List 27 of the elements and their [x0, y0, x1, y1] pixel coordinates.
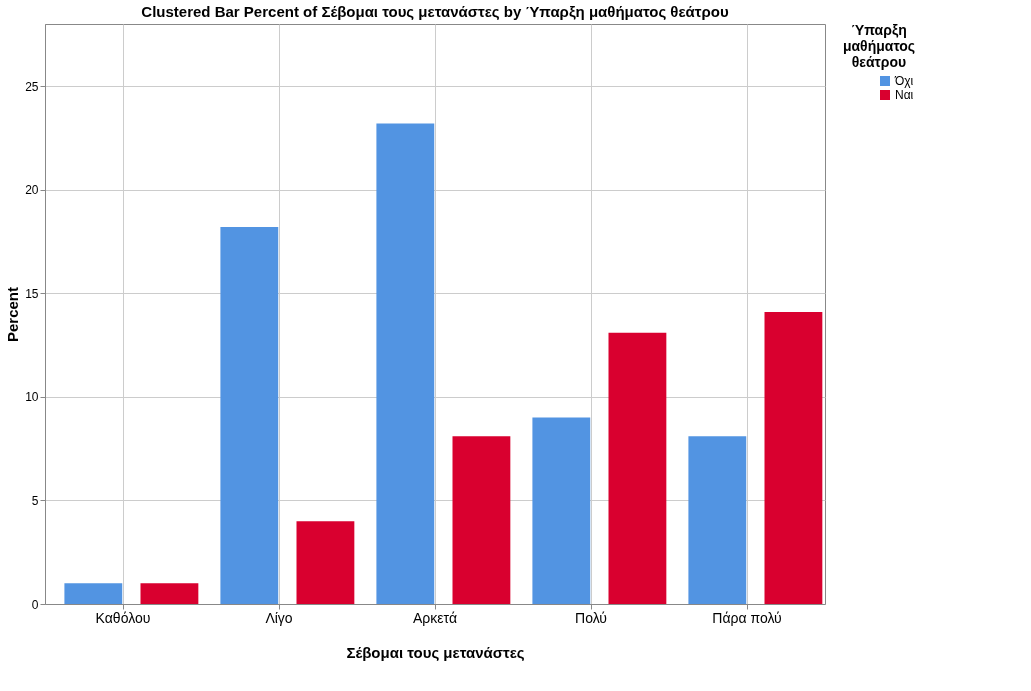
bar — [608, 332, 667, 604]
y-tick-label: 10 — [25, 390, 39, 405]
bar — [220, 227, 279, 604]
x-tick-label: Αρκετά — [413, 609, 457, 626]
x-tick-label: Καθόλου — [95, 609, 151, 626]
y-tick-label: 20 — [25, 183, 39, 198]
y-tick-label: 25 — [25, 79, 39, 94]
y-tick-label: 15 — [25, 286, 39, 301]
y-axis-title: Percent — [4, 286, 22, 343]
bar — [376, 123, 435, 604]
x-tick-label: Λίγο — [265, 609, 293, 626]
bar — [688, 436, 747, 604]
bar — [764, 311, 823, 604]
bar — [296, 521, 355, 604]
bar — [140, 583, 199, 604]
bar — [452, 436, 511, 604]
chart-title: Clustered Bar Percent of Σέβομαι τους μετανάστες by Ύπαρξη μαθήματος θεάτρου — [141, 3, 729, 20]
x-tick-label: Πάρα πολύ — [712, 609, 782, 626]
y-tick-label: 5 — [31, 493, 39, 508]
legend-label: Όχι — [894, 74, 914, 88]
x-tick-label: Πολύ — [575, 609, 607, 626]
legend-title: Ύπαρξη μαθήματος θεάτρου — [842, 22, 916, 70]
legend-label: Ναι — [895, 88, 914, 102]
bar — [532, 417, 591, 604]
x-axis-title: Σέβομαι τους μετανάστες — [346, 643, 525, 661]
bar — [64, 583, 123, 604]
y-tick-label: 0 — [31, 597, 39, 612]
